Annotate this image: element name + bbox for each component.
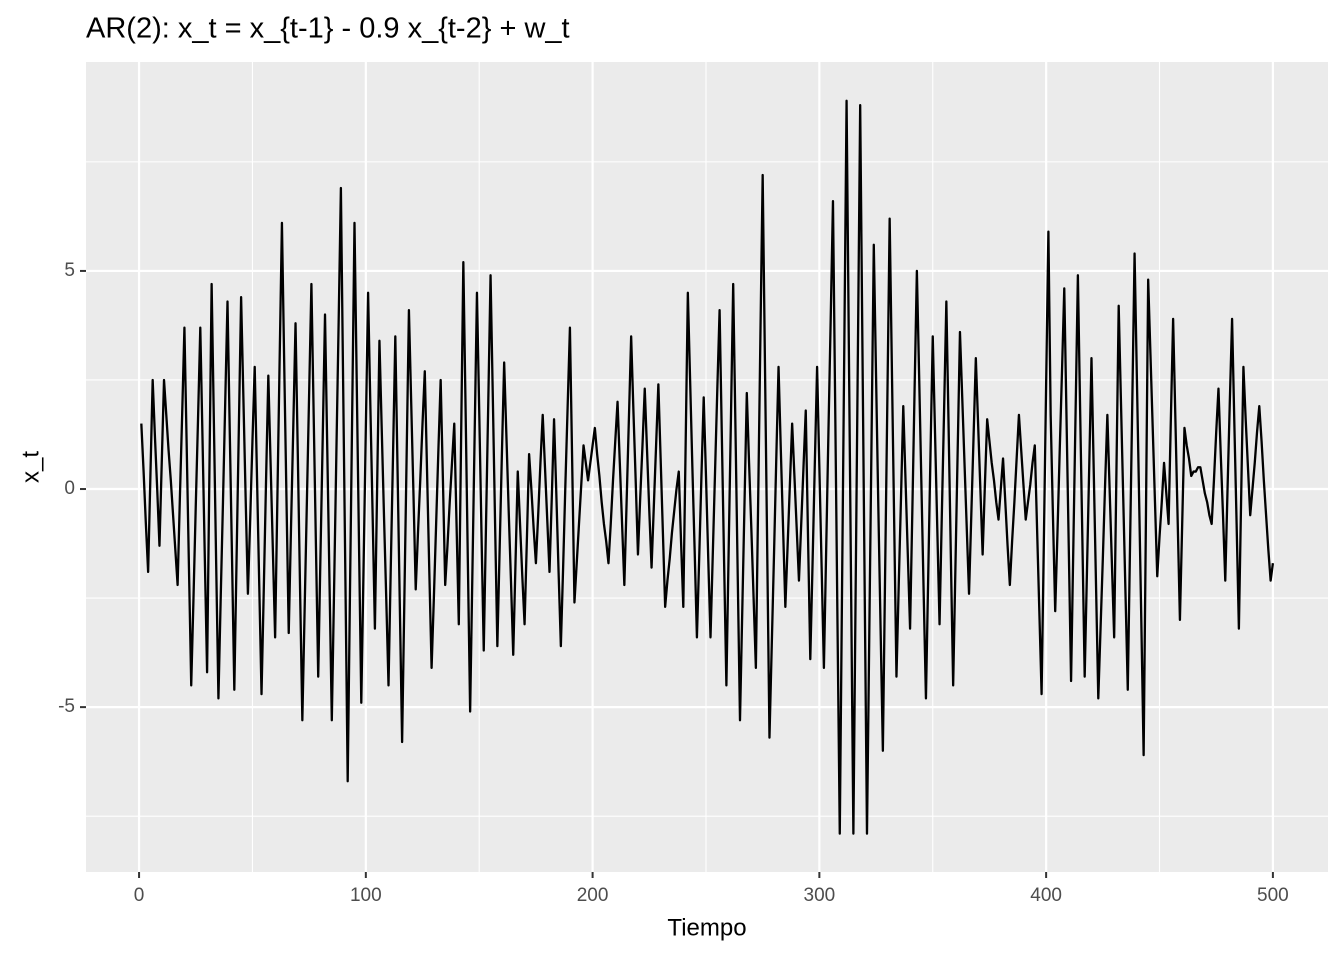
x-tick-label: 400 — [1030, 885, 1062, 906]
x-tick-label: 100 — [350, 885, 382, 906]
y-tick-label: 5 — [64, 260, 75, 281]
y-tick-label: 0 — [64, 478, 75, 499]
y-tick-label: -5 — [58, 696, 75, 717]
marks — [140, 99, 1275, 835]
x-axis-title: Tiempo — [667, 914, 746, 941]
x-tick-label: 200 — [577, 885, 609, 906]
x-tick-label: 0 — [134, 885, 145, 906]
y-axis-title: x_t — [17, 451, 44, 483]
axes: 0 100 200 300 400 500 -5 0 5 — [58, 260, 1289, 906]
x-tick-label: 300 — [804, 885, 836, 906]
series-line — [140, 99, 1275, 835]
chart-title: AR(2): x_t = x_{t-1} - 0.9 x_{t-2} + w_t — [86, 13, 570, 45]
x-tick-label: 500 — [1257, 885, 1289, 906]
plot-panel — [86, 62, 1328, 872]
